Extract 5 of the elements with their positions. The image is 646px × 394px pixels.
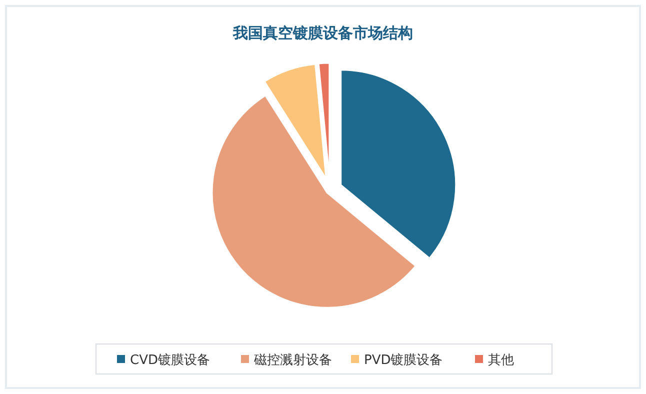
chart-title: 我国真空镀膜设备市场结构 xyxy=(232,24,413,42)
legend-label: PVD镀膜设备 xyxy=(364,353,443,368)
legend-label: 磁控溅射设备 xyxy=(253,353,332,368)
legend-label: 其他 xyxy=(488,353,514,368)
legend-label: CVD镀膜设备 xyxy=(130,353,210,368)
